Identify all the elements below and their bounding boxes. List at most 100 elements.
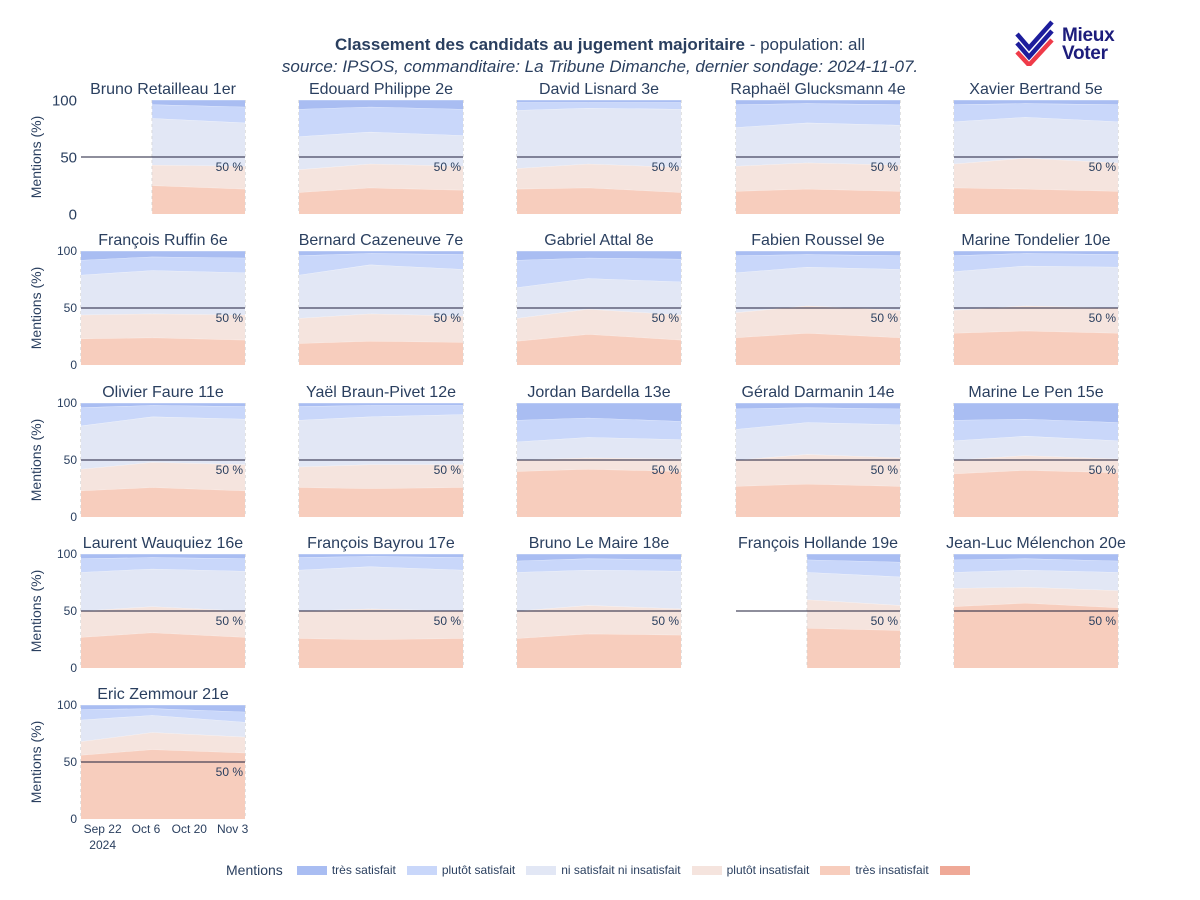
median-label: 50 % <box>434 614 462 628</box>
area-layer <box>299 187 463 214</box>
area-layer <box>954 158 1118 192</box>
subplot-title: Fabien Roussel 9e <box>751 232 885 249</box>
area-layer <box>954 265 1118 311</box>
area-layer <box>807 599 900 631</box>
logo-line-1: Mieux <box>1062 25 1115 46</box>
subplot-title: Gabriel Attal 8e <box>544 232 654 249</box>
median-label: 50 % <box>871 463 899 477</box>
subplot-title: David Lisnard 3e <box>539 81 659 98</box>
area-layer <box>517 633 681 668</box>
area-layer <box>81 632 245 668</box>
y-tick-label: 0 <box>70 510 77 524</box>
y-tick-label: 0 <box>69 206 77 223</box>
subplot-title: Gérald Darmanin 14e <box>742 384 895 401</box>
area-layer <box>517 334 681 365</box>
area-layer <box>736 100 900 105</box>
area-layer <box>81 749 245 819</box>
layer-edge <box>516 417 682 422</box>
area-layer <box>954 470 1118 517</box>
area-layer <box>954 569 1118 591</box>
area-layer <box>954 558 1118 573</box>
area-layer <box>736 403 900 409</box>
subplot-title: Yaël Braun-Pivet 12e <box>306 384 456 401</box>
area-layer <box>81 251 245 261</box>
area-layer <box>517 257 681 288</box>
layer-edge <box>80 337 246 341</box>
subplot: 50 % Fabien Roussel 9e <box>735 232 901 365</box>
area-layer <box>517 569 681 611</box>
legend-label: très satisfait <box>331 863 396 877</box>
subplot: 50 % Bruno Retailleau 1er 0 50 100 Mentions (… <box>28 81 246 223</box>
logo-text: Mieux Voter <box>1062 25 1115 63</box>
area-layer <box>517 102 681 111</box>
subplot: 50 % Marine Le Pen 15e <box>953 384 1119 517</box>
y-tick-label: 50 <box>64 453 78 467</box>
area-layer <box>517 163 681 193</box>
area-layer <box>736 188 900 214</box>
area-layer <box>517 605 681 639</box>
legend-item[interactable]: très satisfait <box>296 863 396 877</box>
subplot-title: Jean-Luc Mélenchon 20e <box>946 535 1126 552</box>
y-tick-label: 0 <box>70 358 77 372</box>
y-axis-label: Mentions (%) <box>28 116 44 198</box>
y-axis-label: Mentions (%) <box>28 419 44 501</box>
area-layer <box>517 469 681 517</box>
area-layer <box>299 464 463 489</box>
layer-edge <box>953 455 1119 461</box>
subplot: 50 % Eric Zemmour 21e 0 50 100 Mentions (%) Se… <box>28 686 249 852</box>
area-layer <box>736 454 900 487</box>
area-layer <box>517 417 681 442</box>
legend-item[interactable]: très insatisfait <box>820 863 929 877</box>
area-layer <box>736 266 900 313</box>
layer-edge <box>953 187 1119 192</box>
area-layer <box>81 313 245 340</box>
layer-edge <box>735 122 901 128</box>
chart-title-suffix: - population: all <box>745 35 866 54</box>
subplot-title: Bruno Le Maire 18e <box>529 535 670 552</box>
legend-item[interactable]: ni satisfait ni insatisfait <box>526 863 681 877</box>
area-layer <box>736 305 900 338</box>
median-label: 50 % <box>434 463 462 477</box>
area-layer <box>152 104 245 123</box>
area-layer <box>81 715 245 742</box>
area-layer <box>299 163 463 193</box>
y-axis-label: Mentions (%) <box>28 721 44 803</box>
median-label: 50 % <box>216 614 244 628</box>
area-layer <box>954 403 1118 423</box>
median-label: 50 % <box>871 160 899 174</box>
y-tick-label: 100 <box>57 244 77 258</box>
area-layer <box>517 403 681 422</box>
area-layer <box>954 554 1118 561</box>
area-layer <box>954 587 1118 608</box>
area-layer <box>736 422 900 460</box>
subplot: 50 % Gérald Darmanin 14e <box>735 384 901 517</box>
subplot-title: Edouard Philippe 2e <box>309 81 453 98</box>
area-layer <box>954 330 1118 365</box>
median-label: 50 % <box>434 311 462 325</box>
area-layer <box>954 103 1118 122</box>
area-layer <box>299 556 463 570</box>
area-layer <box>954 251 1118 256</box>
legend-item[interactable]: plutôt satisfait <box>406 863 515 877</box>
layer-edge <box>80 749 246 756</box>
area-layer <box>81 557 245 573</box>
median-label: 50 % <box>1089 463 1117 477</box>
area-layer <box>954 117 1118 164</box>
area-layer <box>807 628 900 668</box>
area-layer <box>736 333 900 365</box>
subplot-title: François Hollande 19e <box>738 535 898 552</box>
area-layer <box>299 405 463 421</box>
subplot: 50 % Raphaël Glucksmann 4e <box>730 81 906 214</box>
subplot: 50 % Olivier Faure 11e 0 50 100 Mentions (%) <box>28 384 246 524</box>
subplot: 50 % Bruno Le Maire 18e <box>516 535 682 668</box>
subplot: 50 % Gabriel Attal 8e <box>516 232 682 365</box>
subplot: 50 % David Lisnard 3e <box>516 81 682 214</box>
legend-item[interactable] <box>939 865 975 875</box>
median-label: 50 % <box>652 160 680 174</box>
median-label: 50 % <box>1089 614 1117 628</box>
layer-edge <box>735 332 901 339</box>
chart-title-main: Classement des candidats au jugement maj… <box>334 35 745 54</box>
area-layer <box>81 568 245 611</box>
legend-item[interactable]: plutôt insatisfait <box>691 863 809 877</box>
area-layer <box>299 264 463 319</box>
